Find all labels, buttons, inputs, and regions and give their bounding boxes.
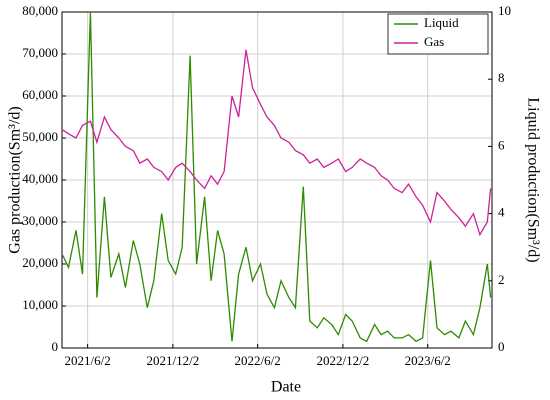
y-axis-label: Gas production(Sm³/d) [7,106,24,253]
y-tick-label: 20,000 [22,255,58,270]
y-tick-label: 50,000 [22,129,58,144]
series-line [61,49,492,237]
x-tick-label: 2022/6/2 [235,353,281,368]
legend-label: Gas [424,34,444,49]
x-tick-label: 2021/6/2 [65,353,111,368]
x-axis-label: Date [271,379,301,396]
y-tick-label: 80,000 [22,3,58,18]
series-line [61,11,492,343]
y-tick-label: 70,000 [22,45,58,60]
y-tick-label: 60,000 [22,87,58,102]
x-tick-label: 2022/12/2 [317,353,370,368]
legend-label: Liquid [424,15,459,30]
y-tick-label: 30,000 [22,213,58,228]
y2-tick-label: 10 [498,3,511,18]
y2-axis-label: Liquid production(Sm³/d) [524,97,541,262]
legend-box [387,13,489,55]
y-tick-label: 10,000 [22,297,58,312]
y2-tick-label: 4 [498,205,505,220]
y2-tick-label: 2 [498,272,505,287]
x-tick-label: 2023/6/2 [405,353,451,368]
y2-tick-label: 6 [498,137,505,152]
y2-tick-label: 8 [498,70,505,85]
x-tick-label: 2021/12/2 [147,353,200,368]
y-tick-label: 40,000 [22,171,58,186]
y2-tick-label: 0 [498,339,505,354]
y-tick-label: 0 [52,339,59,354]
